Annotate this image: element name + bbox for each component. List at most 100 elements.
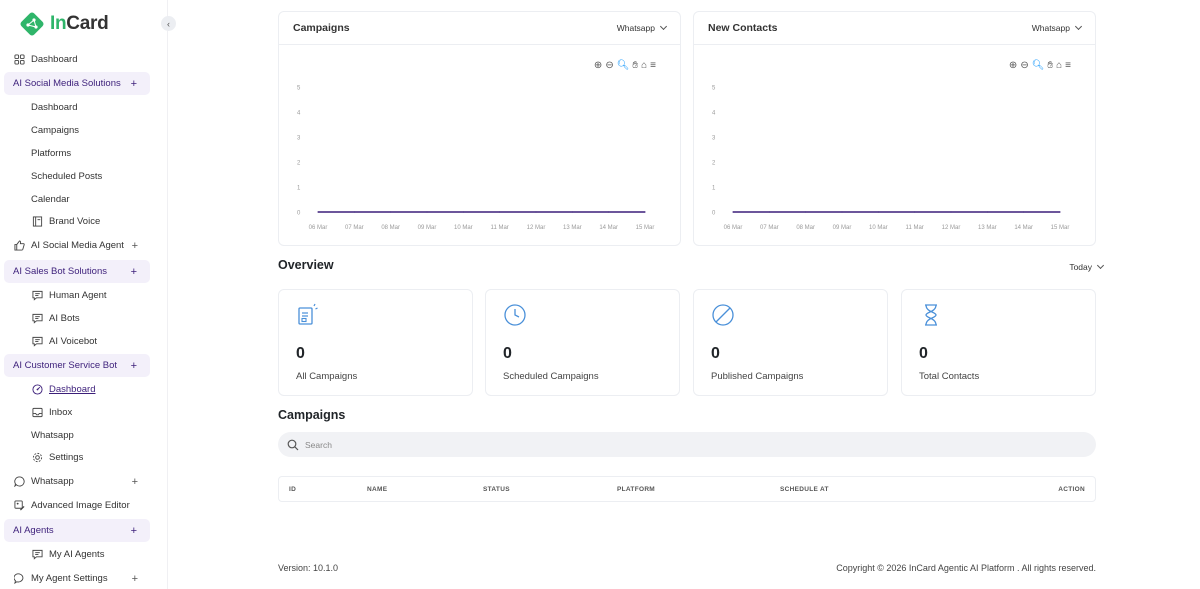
- new-contacts-line-chart: 5 4 3 2 1 0 06 Mar 07 Mar 08 Mar 09 Mar 10 Mar 11 M…: [712, 86, 1069, 232]
- expand-plus-icon[interactable]: +: [130, 265, 137, 278]
- pan-icon[interactable]: ✋︎: [1047, 60, 1054, 71]
- zoom-in-icon[interactable]: ⊕: [593, 60, 603, 71]
- reset-home-icon[interactable]: ⌂: [641, 60, 648, 71]
- platform-dropdown[interactable]: Whatsapp: [1031, 22, 1083, 33]
- campaigns-chart-card: Campaigns Whatsapp ⊕ ⊖ 🔍︎ ✋︎ ⌂ ≡ 5 4 3 2 1 0 0…: [278, 11, 681, 246]
- stat-value: 0: [503, 345, 512, 362]
- sidebar-item-brand-voice[interactable]: Brand Voice: [0, 210, 168, 233]
- expand-plus-icon[interactable]: +: [130, 77, 137, 90]
- sidebar-group-label: AI Agents: [13, 525, 54, 536]
- sidebar-item-label: Scheduled Posts: [31, 171, 103, 182]
- sidebar-item-campaigns[interactable]: Campaigns: [0, 119, 168, 142]
- zoom-out-icon[interactable]: ⊖: [605, 60, 614, 71]
- stat-label: Published Campaigns: [711, 371, 804, 382]
- sidebar-item-label: Human Agent: [49, 290, 107, 301]
- menu-icon[interactable]: ≡: [1065, 60, 1071, 71]
- sidebar-item-label: My Agent Settings: [31, 573, 108, 584]
- sidebar-group-ai-sales-bot-solutions[interactable]: AI Sales Bot Solutions +: [4, 260, 150, 283]
- period-dropdown[interactable]: Today: [1069, 261, 1105, 272]
- zoom-select-icon[interactable]: 🔍︎: [1031, 60, 1045, 71]
- data-point: [644, 211, 646, 213]
- data-point: [986, 211, 988, 213]
- stat-card-scheduled-campaigns: 0 Scheduled Campaigns: [485, 289, 680, 396]
- column-header-status[interactable]: STATUS: [483, 486, 510, 493]
- column-header-name[interactable]: NAME: [367, 486, 388, 493]
- stat-label: All Campaigns: [296, 371, 358, 382]
- sidebar-item-platforms[interactable]: Platforms: [0, 142, 168, 165]
- hourglass-icon: [925, 304, 937, 326]
- campaigns-section-title: Campaigns: [278, 408, 346, 422]
- reset-home-icon[interactable]: ⌂: [1056, 60, 1063, 71]
- y-tick-label: 1: [712, 186, 716, 192]
- expand-plus-icon[interactable]: +: [130, 359, 137, 372]
- inbox-icon: [31, 407, 43, 419]
- column-header-id[interactable]: ID: [289, 486, 297, 493]
- column-header-schedule-at[interactable]: SCHEDULE AT: [780, 486, 829, 493]
- new-contacts-chart-card: New Contacts Whatsapp ⊕ ⊖ 🔍︎ ✋︎ ⌂ ≡ 5 4 3 2…: [693, 11, 1096, 246]
- sidebar-item-label: Brand Voice: [49, 216, 101, 227]
- y-tick-label: 1: [297, 186, 301, 192]
- zoom-out-icon[interactable]: ⊖: [1020, 60, 1029, 71]
- stat-value: 0: [919, 345, 928, 362]
- sidebar-item-ai-social-media-agent[interactable]: AI Social Media Agent +: [0, 234, 168, 257]
- expand-plus-icon[interactable]: +: [131, 475, 138, 488]
- sidebar-group-ai-agents[interactable]: AI Agents +: [4, 519, 150, 542]
- sidebar-item-whatsapp[interactable]: Whatsapp +: [0, 470, 168, 493]
- menu-icon[interactable]: ≡: [650, 60, 656, 71]
- sidebar-item-label: AI Bots: [49, 313, 80, 324]
- sidebar-item-ai-bots[interactable]: AI Bots: [0, 307, 168, 330]
- search-input[interactable]: [305, 439, 1065, 450]
- expand-plus-icon[interactable]: +: [131, 239, 138, 252]
- x-tick-label: 14 Mar: [1014, 225, 1033, 231]
- collapse-sidebar-button[interactable]: ‹: [161, 16, 176, 31]
- sidebar-item-dashboard[interactable]: Dashboard: [0, 48, 168, 71]
- sidebar-item-label: Dashboard: [31, 54, 78, 65]
- expand-plus-icon[interactable]: +: [131, 572, 138, 585]
- sidebar-item-settings[interactable]: Settings: [0, 446, 168, 469]
- platform-dropdown[interactable]: Whatsapp: [617, 22, 668, 33]
- gear-icon: [31, 452, 43, 464]
- y-tick-label: 3: [712, 136, 716, 142]
- sidebar-item-my-ai-agents[interactable]: My AI Agents: [0, 543, 168, 566]
- zoom-select-icon[interactable]: 🔍︎: [616, 60, 630, 71]
- column-header-action[interactable]: ACTION: [1058, 486, 1085, 493]
- sidebar-group-ai-social-media-solutions[interactable]: AI Social Media Solutions +: [4, 72, 150, 95]
- sidebar-item-advanced-image-editor[interactable]: Advanced Image Editor: [0, 494, 168, 517]
- chart-header: New Contacts Whatsapp: [694, 12, 1095, 45]
- x-tick-label: 11 Mar: [491, 225, 509, 231]
- image-edit-icon: [13, 500, 25, 512]
- chat-icon: [31, 290, 43, 302]
- data-point: [499, 211, 501, 213]
- sidebar-item-label: AI Social Media Agent: [31, 240, 124, 251]
- sidebar-item-calendar[interactable]: Calendar: [0, 188, 168, 211]
- chart-header: Campaigns Whatsapp: [279, 12, 680, 45]
- search-icon: [287, 439, 299, 450]
- expand-plus-icon[interactable]: +: [130, 524, 137, 537]
- x-tick-label: 13 Mar: [563, 225, 582, 231]
- sidebar-item-inbox[interactable]: Inbox: [0, 401, 168, 424]
- zoom-in-icon[interactable]: ⊕: [1008, 60, 1018, 71]
- sidebar-item-dashboard[interactable]: Dashboard: [0, 378, 168, 401]
- sidebar-group-ai-customer-service-bot[interactable]: AI Customer Service Bot +: [4, 354, 150, 377]
- data-point: [768, 211, 770, 213]
- stat-value: 0: [711, 345, 720, 362]
- chevron-down-icon: [659, 22, 668, 31]
- logo[interactable]: InCard: [18, 10, 109, 38]
- y-tick-label: 5: [297, 86, 301, 92]
- chart-toolbar: ⊕ ⊖ 🔍︎ ✋︎ ⌂ ≡: [594, 60, 656, 71]
- sidebar-item-whatsapp[interactable]: Whatsapp: [0, 424, 168, 447]
- dropdown-value: Whatsapp: [1031, 23, 1070, 33]
- sidebar-item-scheduled-posts[interactable]: Scheduled Posts: [0, 165, 168, 188]
- data-point: [426, 211, 428, 213]
- sidebar-item-label: Dashboard: [49, 384, 96, 395]
- x-tick-label: 12 Mar: [527, 225, 546, 231]
- pan-icon[interactable]: ✋︎: [632, 60, 639, 71]
- sidebar-item-dashboard[interactable]: Dashboard: [0, 96, 168, 119]
- sidebar-item-ai-voicebot[interactable]: AI Voicebot: [0, 330, 168, 353]
- sidebar-item-my-agent-settings[interactable]: My Agent Settings +: [0, 567, 168, 589]
- logo-icon: [20, 12, 44, 36]
- sidebar-item-human-agent[interactable]: Human Agent: [0, 284, 168, 307]
- x-tick-label: 09 Mar: [418, 225, 437, 231]
- column-header-platform[interactable]: PLATFORM: [617, 486, 656, 493]
- search-bar: [278, 432, 1096, 457]
